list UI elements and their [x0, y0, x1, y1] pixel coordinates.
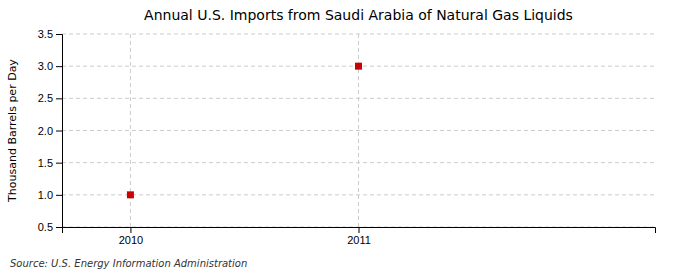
y-axis-title: Thousand Barrels per Day	[6, 59, 19, 203]
tick: 2.0	[38, 125, 62, 137]
points	[127, 63, 362, 199]
tick-mark	[359, 227, 360, 233]
axis-line	[56, 35, 63, 228]
tick: 2.5	[38, 92, 62, 104]
tick-label: 2011	[347, 234, 371, 246]
axis-line	[63, 228, 656, 234]
grid	[62, 34, 655, 227]
tick-label: 0.5	[38, 221, 53, 233]
point	[355, 63, 362, 70]
chart: 2010 2011 0.5 1.0 1.5 2.0 2.5 3.0 3.5 Annual U.S.…	[0, 0, 675, 275]
y-axis: 0.5 1.0 1.5 2.0 2.5 3.0 3.5	[38, 28, 63, 233]
tick-mark	[56, 227, 62, 228]
tick-mark	[56, 163, 62, 164]
tick-label: 2.5	[38, 92, 53, 104]
tick: 2011	[347, 227, 371, 246]
plot: 2010 2011 0.5 1.0 1.5 2.0 2.5 3.0 3.5	[38, 28, 656, 246]
tick-mark	[56, 66, 62, 67]
title: Annual U.S. Imports from Saudi Arabia of…	[144, 7, 573, 23]
tick-mark	[56, 131, 62, 132]
point	[127, 191, 134, 198]
tick-label: 2.0	[38, 125, 53, 137]
annotation: Source: U.S. Energy Information Administ…	[10, 258, 247, 269]
tick: 3.0	[38, 60, 62, 72]
tick-label: 1.5	[38, 157, 53, 169]
tick-label: 1.0	[38, 189, 53, 201]
tick: 0.5	[38, 221, 62, 233]
tick-label: 3.0	[38, 60, 53, 72]
tick-label: 2010	[119, 234, 143, 246]
tick-label: 3.5	[38, 28, 53, 40]
tick: 1.0	[38, 189, 62, 201]
tick: 1.5	[38, 157, 62, 169]
x-axis: 2010 2011	[63, 227, 656, 246]
tick-mark	[56, 195, 62, 196]
tick-mark	[130, 227, 131, 233]
grid-line	[62, 130, 655, 131]
tick-mark	[56, 34, 62, 35]
tick: 2010	[119, 227, 143, 246]
tick-mark	[56, 98, 62, 99]
tick: 3.5	[38, 28, 62, 40]
